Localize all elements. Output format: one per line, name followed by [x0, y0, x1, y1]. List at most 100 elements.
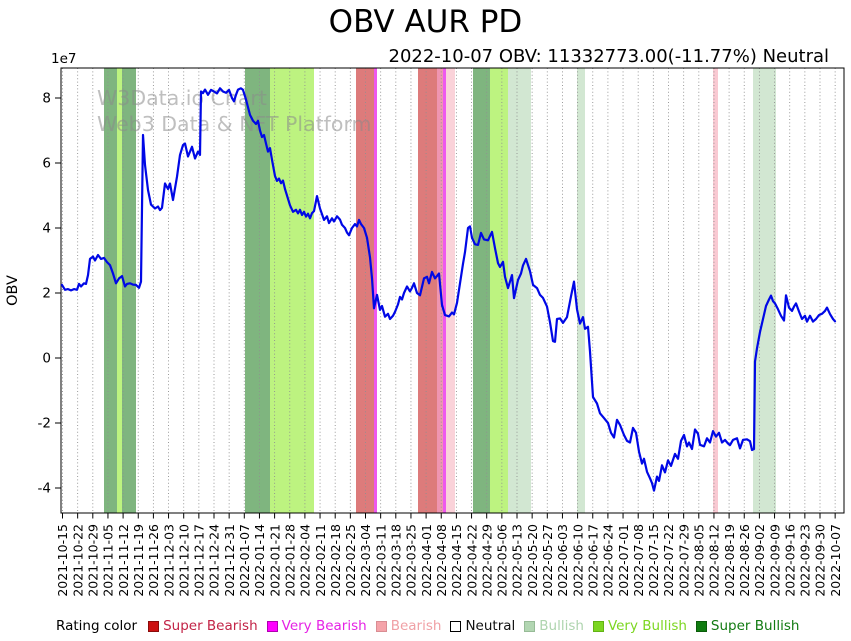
- rating-band-bullish: [753, 68, 776, 513]
- y-tick-label: -4: [38, 481, 51, 497]
- x-tick-label: 2022-06-10: [570, 524, 585, 597]
- y-tick-label: 8: [42, 91, 51, 107]
- x-tick-label: 2022-05-13: [510, 524, 525, 597]
- y-tick-label: 4: [42, 221, 51, 237]
- x-tick-label: 2022-09-09: [767, 524, 782, 597]
- gridlines: [62, 68, 836, 513]
- y-tick-label: 2: [42, 286, 51, 302]
- x-tick-label: 2022-07-15: [646, 524, 661, 597]
- rating-band-very-bearish: [443, 68, 446, 513]
- x-tick-label: 2022-02-11: [313, 524, 328, 597]
- x-tick-label: 2022-01-07: [237, 524, 252, 597]
- chart-subtitle: 2022-10-07 OBV: 11332773.00(-11.77%) Neu…: [388, 46, 830, 67]
- x-tick-label: 2021-12-31: [222, 524, 237, 597]
- x-tick-label: 2022-05-20: [525, 524, 540, 597]
- rating-band-bullish: [508, 68, 531, 513]
- y-tick-label: 6: [42, 156, 51, 172]
- legend-swatch: [450, 620, 462, 632]
- x-tick-label: 2022-03-18: [389, 524, 404, 597]
- x-tick-label: 2022-06-17: [585, 524, 600, 597]
- legend-swatch: [148, 620, 160, 632]
- legend-label: Bearish: [390, 618, 442, 634]
- rating-band-super-bearish: [356, 68, 374, 513]
- axes: [60, 67, 845, 514]
- x-tick-label: 2022-09-23: [798, 524, 813, 597]
- x-tick-label: 2022-05-06: [495, 524, 510, 597]
- legend-item-very-bullish: Very Bullish: [592, 618, 687, 634]
- x-tick-label: 2022-08-19: [722, 524, 737, 597]
- legend-label: Neutral: [465, 618, 516, 634]
- x-tick-label: 2022-09-16: [782, 524, 797, 597]
- obv-line: [60, 87, 837, 492]
- legend-swatch: [266, 620, 278, 632]
- rating-band-very-bullish: [270, 68, 314, 513]
- rating-band-bullish: [577, 68, 585, 513]
- legend-label: Bullish: [539, 618, 584, 634]
- y-axis-offset-label: 1e7: [51, 51, 76, 67]
- chart-title: OBV AUR PD: [328, 4, 523, 40]
- y-tick-label: -2: [38, 416, 51, 432]
- x-tick-label: 2022-03-25: [404, 524, 419, 597]
- x-tick-label: 2021-11-19: [131, 524, 146, 597]
- rating-band-very-bearish: [374, 68, 377, 513]
- legend-item-very-bearish: Very Bearish: [266, 618, 367, 634]
- x-tick-label: 2022-08-05: [692, 524, 707, 597]
- legend-swatch: [375, 620, 387, 632]
- x-tick-label: 2021-12-24: [207, 524, 222, 597]
- x-tick-label: 2022-04-01: [419, 524, 434, 597]
- legend-swatch: [524, 620, 536, 632]
- x-axis-ticks: 2021-10-15 2021-10-22 2021-10-29 2021-11-05…: [55, 513, 843, 597]
- x-tick-label: 2022-01-21: [267, 524, 282, 597]
- x-tick-label: 2021-10-22: [70, 524, 85, 597]
- x-tick-label: 2022-04-08: [434, 524, 449, 597]
- rating-band-very-bullish: [490, 68, 508, 513]
- x-tick-label: 2021-12-03: [161, 524, 176, 597]
- x-tick-label: 2022-06-24: [601, 524, 616, 597]
- x-tick-label: 2022-09-02: [752, 524, 767, 597]
- rating-band-very-bullish: [117, 68, 122, 513]
- legend-swatch: [695, 620, 707, 632]
- x-tick-label: 2022-07-08: [631, 524, 646, 597]
- legend-item-super-bullish: Super Bullish: [695, 618, 799, 634]
- rating-band-super-bullish: [122, 68, 136, 513]
- x-tick-label: 2021-10-15: [55, 524, 70, 597]
- x-tick-label: 2022-08-12: [707, 524, 722, 597]
- rating-band-super-bullish: [473, 68, 490, 513]
- x-tick-label: 2022-02-18: [328, 524, 343, 597]
- rating-band-super-bearish: [418, 68, 437, 513]
- legend-label: Very Bearish: [281, 618, 367, 634]
- x-tick-label: 2022-03-11: [373, 524, 388, 597]
- legend-item-neutral: Neutral: [450, 618, 515, 634]
- watermark-line2: Web3 Data & NFT Platform: [97, 112, 371, 136]
- x-tick-label: 2022-09-30: [813, 524, 828, 597]
- x-tick-label: 2022-05-27: [540, 524, 555, 597]
- x-tick-label: 2022-08-26: [737, 524, 752, 597]
- x-tick-label: 2022-04-29: [479, 524, 494, 597]
- x-tick-label: 2022-02-25: [343, 524, 358, 597]
- y-tick-label: 0: [42, 351, 51, 367]
- y-axis-title: OBV: [5, 275, 21, 306]
- x-tick-label: 2021-12-10: [176, 524, 191, 597]
- legend-swatch: [592, 620, 604, 632]
- x-tick-label: 2022-04-15: [449, 524, 464, 597]
- x-tick-label: 2021-12-17: [192, 524, 207, 597]
- rating-band-bearish: [446, 68, 455, 513]
- legend-item-super-bearish: Super Bearish: [148, 618, 258, 634]
- x-tick-label: 2021-11-26: [146, 524, 161, 597]
- x-tick-label: 2022-01-14: [252, 524, 267, 597]
- legend-label: Very Bullish: [607, 618, 687, 634]
- x-tick-label: 2022-07-29: [676, 524, 691, 597]
- x-tick-label: 2021-11-12: [116, 524, 131, 597]
- x-tick-label: 2022-06-03: [555, 524, 570, 597]
- legend-item-bullish: Bullish: [524, 618, 584, 634]
- x-tick-label: 2022-03-04: [358, 524, 373, 597]
- x-tick-label: 2021-11-05: [101, 524, 116, 597]
- x-tick-label: 2022-04-22: [464, 524, 479, 597]
- rating-band-super-bullish: [104, 68, 117, 513]
- rating-color-legend: Rating color Super Bearish Very Bearish Be…: [56, 616, 799, 636]
- legend-title: Rating color: [56, 618, 138, 634]
- rating-bands: [104, 68, 776, 513]
